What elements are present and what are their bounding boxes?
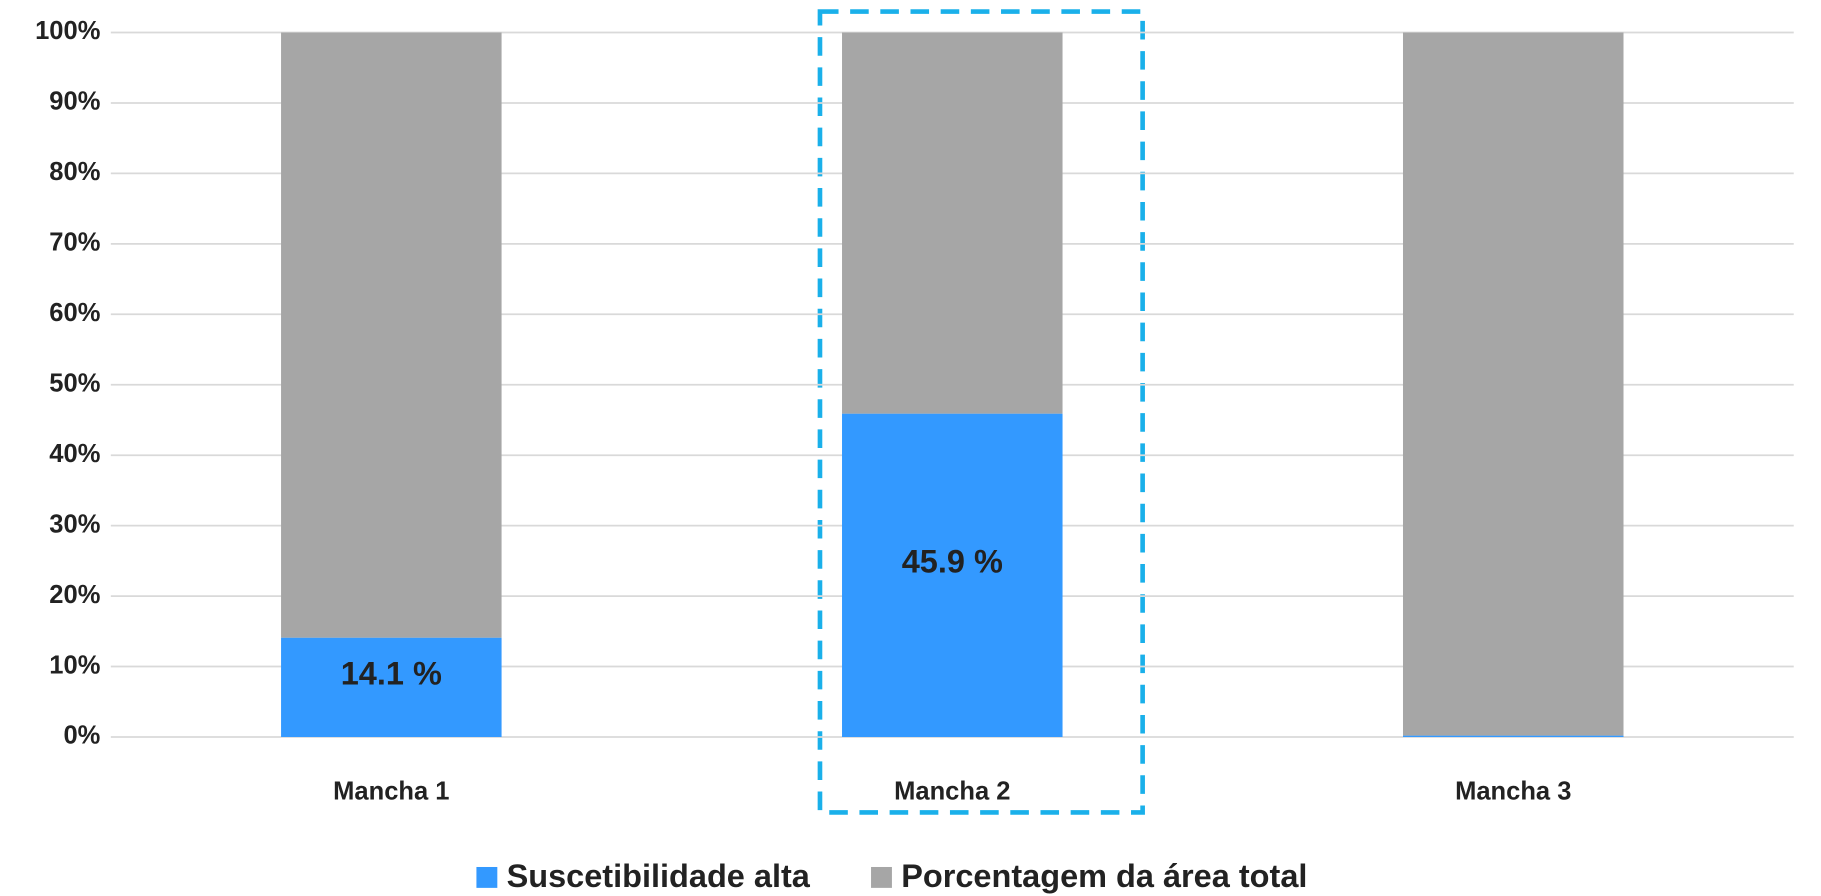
y-tick-label: 30% [49,510,100,538]
bar-segment [1402,32,1624,736]
y-tick-label: 70% [49,229,100,257]
y-tick-label: 40% [49,440,100,468]
legend-swatch [476,866,498,888]
data-label: 14.1 % [341,655,442,691]
bar-segment [281,32,502,638]
bar-segment [281,637,502,737]
highlight-box [817,9,1145,815]
bar-segment [842,413,1063,737]
legend-label: Porcentagem da área total [901,858,1307,894]
y-tick-label: 80% [49,158,100,186]
y-tick-label: 100% [35,17,101,45]
legend-label: Suscetibilidade alta [507,858,811,894]
y-tick-label: 10% [49,651,100,679]
y-tick-label: 90% [49,88,100,116]
data-label: 45.9 % [902,543,1003,579]
y-tick-label: 50% [49,369,100,397]
x-tick-label: Mancha 3 [1455,777,1571,805]
y-tick-label: 0% [63,722,100,750]
y-tick-label: 60% [49,299,100,327]
y-tick-label: 20% [49,581,100,609]
x-tick-label: Mancha 1 [333,777,449,805]
bar-segment [1402,735,1624,737]
legend-swatch [871,866,892,888]
bar-segment [842,32,1063,414]
x-tick-label: Mancha 2 [894,777,1010,805]
